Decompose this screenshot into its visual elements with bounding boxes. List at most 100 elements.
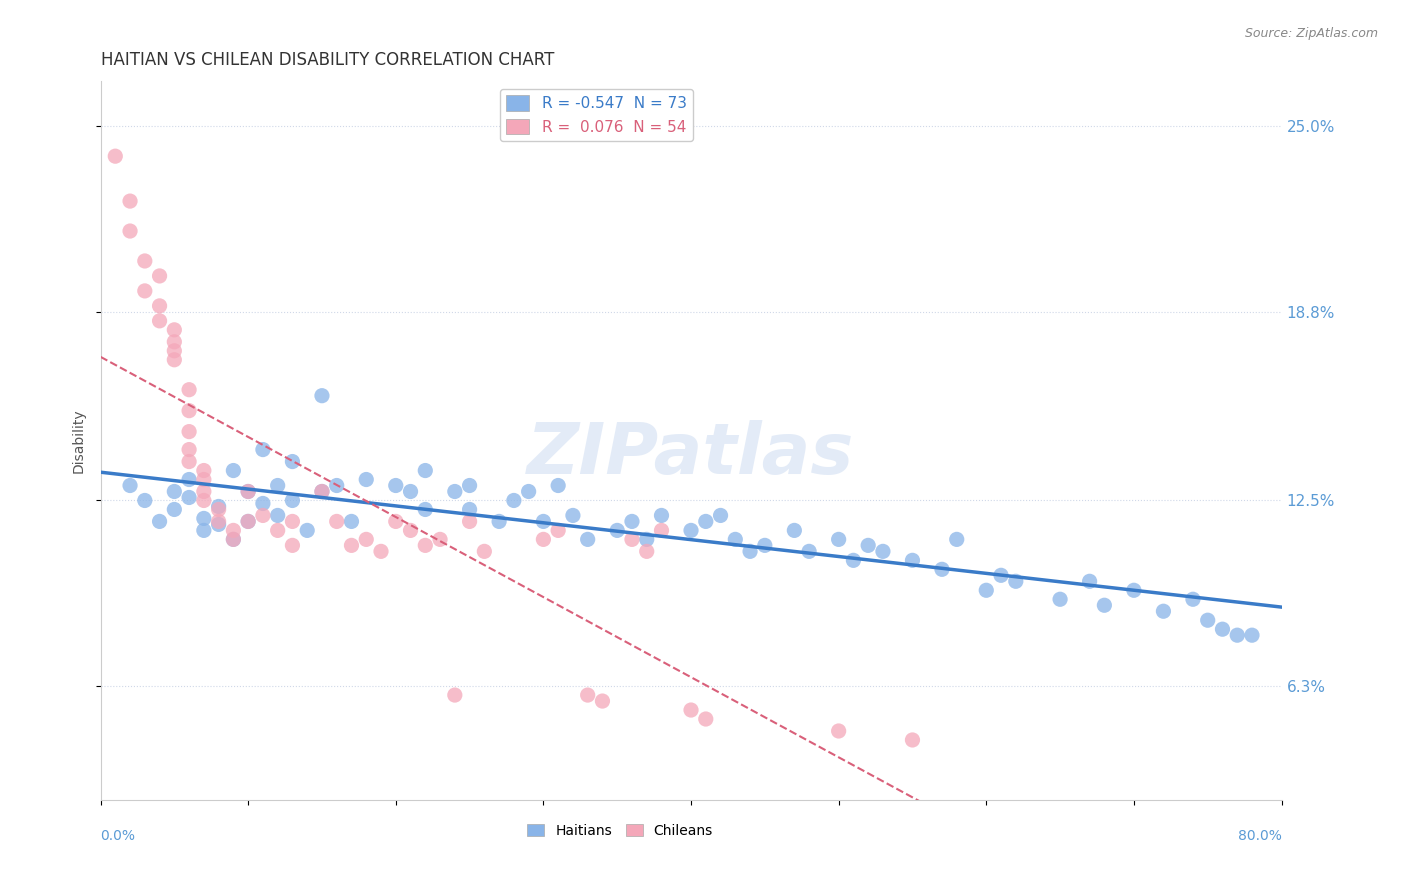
Point <box>650 508 672 523</box>
Point <box>193 493 215 508</box>
Point <box>148 299 170 313</box>
Point <box>177 454 200 468</box>
Point <box>1078 574 1101 589</box>
Point <box>177 425 200 439</box>
Point <box>311 484 333 499</box>
Point <box>134 284 156 298</box>
Point <box>1226 628 1249 642</box>
Point <box>236 484 259 499</box>
Point <box>325 478 347 492</box>
Point <box>236 515 259 529</box>
Point <box>413 538 436 552</box>
Point <box>281 493 304 508</box>
Point <box>443 484 465 499</box>
Point <box>252 508 274 523</box>
Point <box>325 515 347 529</box>
Point <box>695 712 717 726</box>
Point <box>502 493 524 508</box>
Point <box>827 723 849 738</box>
Point <box>193 524 215 538</box>
Point <box>679 524 702 538</box>
Point <box>207 502 229 516</box>
Point <box>620 533 643 547</box>
Point <box>974 583 997 598</box>
Point <box>650 524 672 538</box>
Point <box>370 544 392 558</box>
Point <box>1049 592 1071 607</box>
Text: 0.0%: 0.0% <box>100 829 135 843</box>
Point <box>1181 592 1204 607</box>
Point <box>488 515 510 529</box>
Point <box>193 473 215 487</box>
Text: ZIPatlas: ZIPatlas <box>527 420 855 490</box>
Point <box>531 515 554 529</box>
Point <box>163 323 186 337</box>
Point <box>311 389 333 403</box>
Point <box>827 533 849 547</box>
Point <box>177 403 200 417</box>
Point <box>576 533 599 547</box>
Point <box>207 515 229 529</box>
Point <box>606 524 628 538</box>
Point <box>354 473 377 487</box>
Point <box>236 484 259 499</box>
Point <box>797 544 820 558</box>
Point <box>177 383 200 397</box>
Point <box>709 508 731 523</box>
Point <box>295 524 318 538</box>
Point <box>945 533 967 547</box>
Point <box>901 733 924 747</box>
Point <box>1240 628 1263 642</box>
Point <box>134 493 156 508</box>
Point <box>636 544 658 558</box>
Point <box>222 533 245 547</box>
Point <box>931 562 953 576</box>
Point <box>695 515 717 529</box>
Point <box>148 515 170 529</box>
Point <box>134 254 156 268</box>
Point <box>193 511 215 525</box>
Point <box>118 194 141 208</box>
Point <box>384 515 406 529</box>
Point <box>783 524 806 538</box>
Point <box>354 533 377 547</box>
Point <box>576 688 599 702</box>
Point <box>104 149 127 163</box>
Point <box>266 478 288 492</box>
Point <box>177 473 200 487</box>
Point <box>413 464 436 478</box>
Point <box>636 533 658 547</box>
Point <box>591 694 613 708</box>
Point <box>458 478 481 492</box>
Point <box>679 703 702 717</box>
Point <box>754 538 776 552</box>
Point <box>458 502 481 516</box>
Point <box>252 442 274 457</box>
Point <box>1211 622 1233 636</box>
Text: Source: ZipAtlas.com: Source: ZipAtlas.com <box>1244 27 1378 40</box>
Point <box>724 533 747 547</box>
Point <box>429 533 451 547</box>
Point <box>236 515 259 529</box>
Point <box>842 553 865 567</box>
Point <box>163 502 186 516</box>
Legend: Haitians, Chileans: Haitians, Chileans <box>522 818 718 843</box>
Point <box>872 544 894 558</box>
Point <box>547 478 569 492</box>
Point <box>148 268 170 283</box>
Point <box>1152 604 1174 618</box>
Point <box>340 538 363 552</box>
Point <box>472 544 495 558</box>
Point <box>207 500 229 514</box>
Text: 80.0%: 80.0% <box>1237 829 1281 843</box>
Point <box>399 484 422 499</box>
Point <box>856 538 879 552</box>
Point <box>561 508 583 523</box>
Point <box>177 491 200 505</box>
Point <box>738 544 761 558</box>
Point <box>413 502 436 516</box>
Point <box>990 568 1012 582</box>
Point <box>252 496 274 510</box>
Point <box>118 224 141 238</box>
Point <box>163 343 186 358</box>
